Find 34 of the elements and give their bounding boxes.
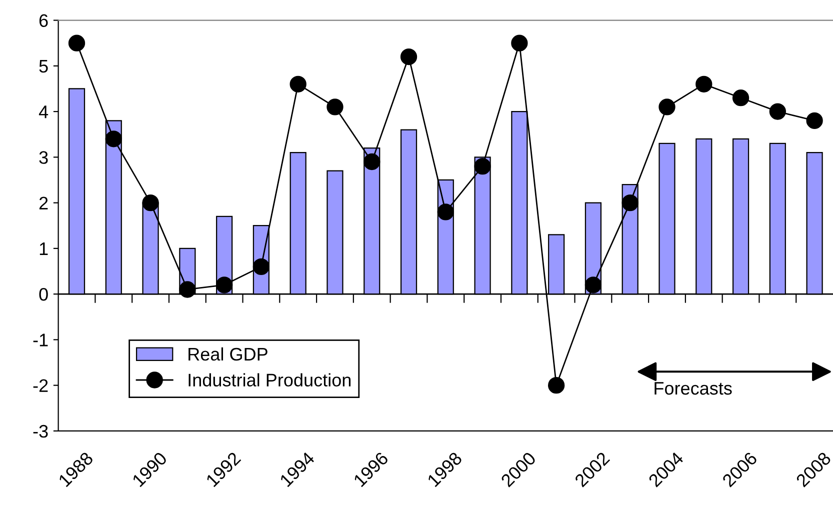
point: [437, 204, 454, 220]
point: [622, 194, 638, 212]
annotation: Forecasts: [654, 382, 732, 395]
point: [326, 98, 344, 116]
point: [364, 153, 380, 170]
point: [179, 281, 196, 298]
y-tick-label: 2: [39, 196, 48, 210]
point: [105, 130, 122, 148]
point: [216, 276, 233, 294]
legend-label: Industrial Production: [188, 373, 351, 386]
y-tick-label: -3: [33, 424, 48, 438]
point: [584, 276, 602, 294]
y-tick-label: 6: [39, 14, 48, 27]
point: [142, 194, 159, 212]
legend-label: Real GDP: [188, 347, 268, 361]
point: [658, 98, 676, 116]
point: [548, 376, 565, 394]
point: [732, 90, 750, 106]
y-tick-label: -2: [33, 379, 48, 392]
point: [769, 103, 786, 120]
point: [290, 76, 306, 92]
point: [68, 34, 86, 52]
y-tick-label: 0: [39, 288, 48, 301]
point: [252, 258, 270, 276]
y-tick-label: 1: [40, 242, 48, 255]
point: [400, 48, 418, 66]
point: [474, 158, 491, 175]
y-tick-label: 5: [39, 60, 48, 73]
point: [696, 76, 712, 92]
y-tick-label: -1: [33, 334, 48, 346]
point: [806, 112, 823, 129]
y-tick-label: 4: [38, 106, 48, 118]
point: [511, 34, 528, 52]
y-tick-label: 3: [39, 151, 48, 164]
